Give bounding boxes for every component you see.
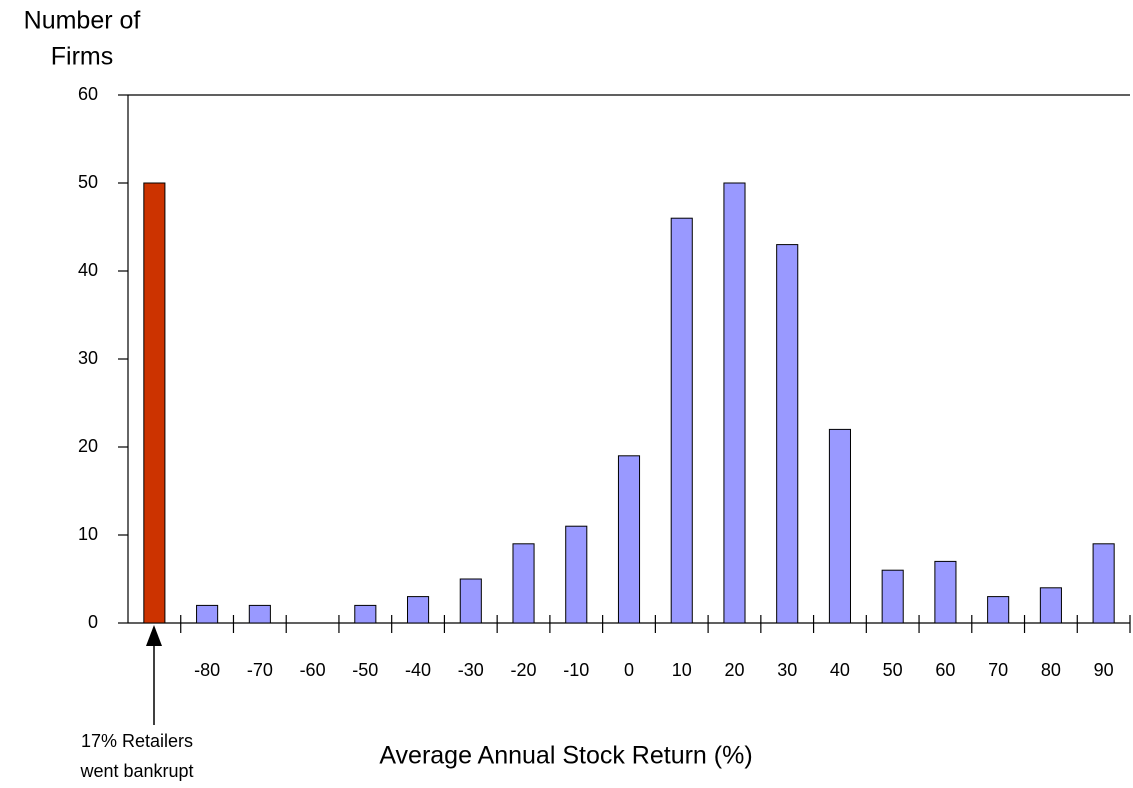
x-tick-label: 20 (724, 660, 744, 680)
bar (723, 182, 746, 624)
y-tick-label: 40 (78, 260, 98, 280)
bar (776, 244, 799, 624)
annotation: went bankrupt (79, 761, 193, 781)
bar (670, 217, 693, 624)
x-tick-label: -60 (300, 660, 326, 680)
bar (512, 543, 535, 624)
x-tick-label: 40 (830, 660, 850, 680)
y-axis-title: Number of (24, 7, 141, 35)
bar (828, 428, 851, 624)
bar (881, 569, 904, 624)
bar (934, 560, 957, 624)
x-tick-label: -50 (352, 660, 378, 680)
annotation: 17% Retailers (81, 731, 193, 751)
bar (248, 604, 271, 624)
bar (143, 182, 166, 624)
x-tick-label: -70 (247, 660, 273, 680)
y-tick-label: 50 (78, 172, 98, 192)
x-tick-label: -10 (563, 660, 589, 680)
x-tick-label: -40 (405, 660, 431, 680)
annotation-arrowhead (146, 625, 162, 646)
bar (1039, 587, 1062, 624)
x-tick-label: 60 (935, 660, 955, 680)
x-tick-label: 30 (777, 660, 797, 680)
x-tick-label: -30 (458, 660, 484, 680)
x-tick-label: -80 (194, 660, 220, 680)
y-tick-label: 10 (78, 524, 98, 544)
x-tick-label: 0 (624, 660, 634, 680)
y-axis-title: Firms (51, 43, 113, 71)
y-tick-label: 0 (88, 612, 98, 632)
bar (1092, 543, 1115, 624)
bar (459, 578, 482, 624)
y-tick-label: 60 (78, 84, 98, 104)
bar (617, 455, 641, 624)
bar (354, 604, 377, 624)
bar (407, 596, 430, 624)
bar (987, 596, 1010, 624)
x-tick-label: -20 (511, 660, 537, 680)
x-tick-label: 70 (988, 660, 1008, 680)
x-tick-label: 80 (1041, 660, 1061, 680)
x-tick-label: 50 (883, 660, 903, 680)
bar (196, 604, 219, 624)
x-tick-label: 90 (1094, 660, 1114, 680)
y-tick-label: 30 (78, 348, 98, 368)
x-tick-label: 10 (672, 660, 692, 680)
y-tick-label: 20 (78, 436, 98, 456)
x-axis-title: Average Annual Stock Return (%) (379, 742, 752, 770)
bar (565, 525, 588, 624)
